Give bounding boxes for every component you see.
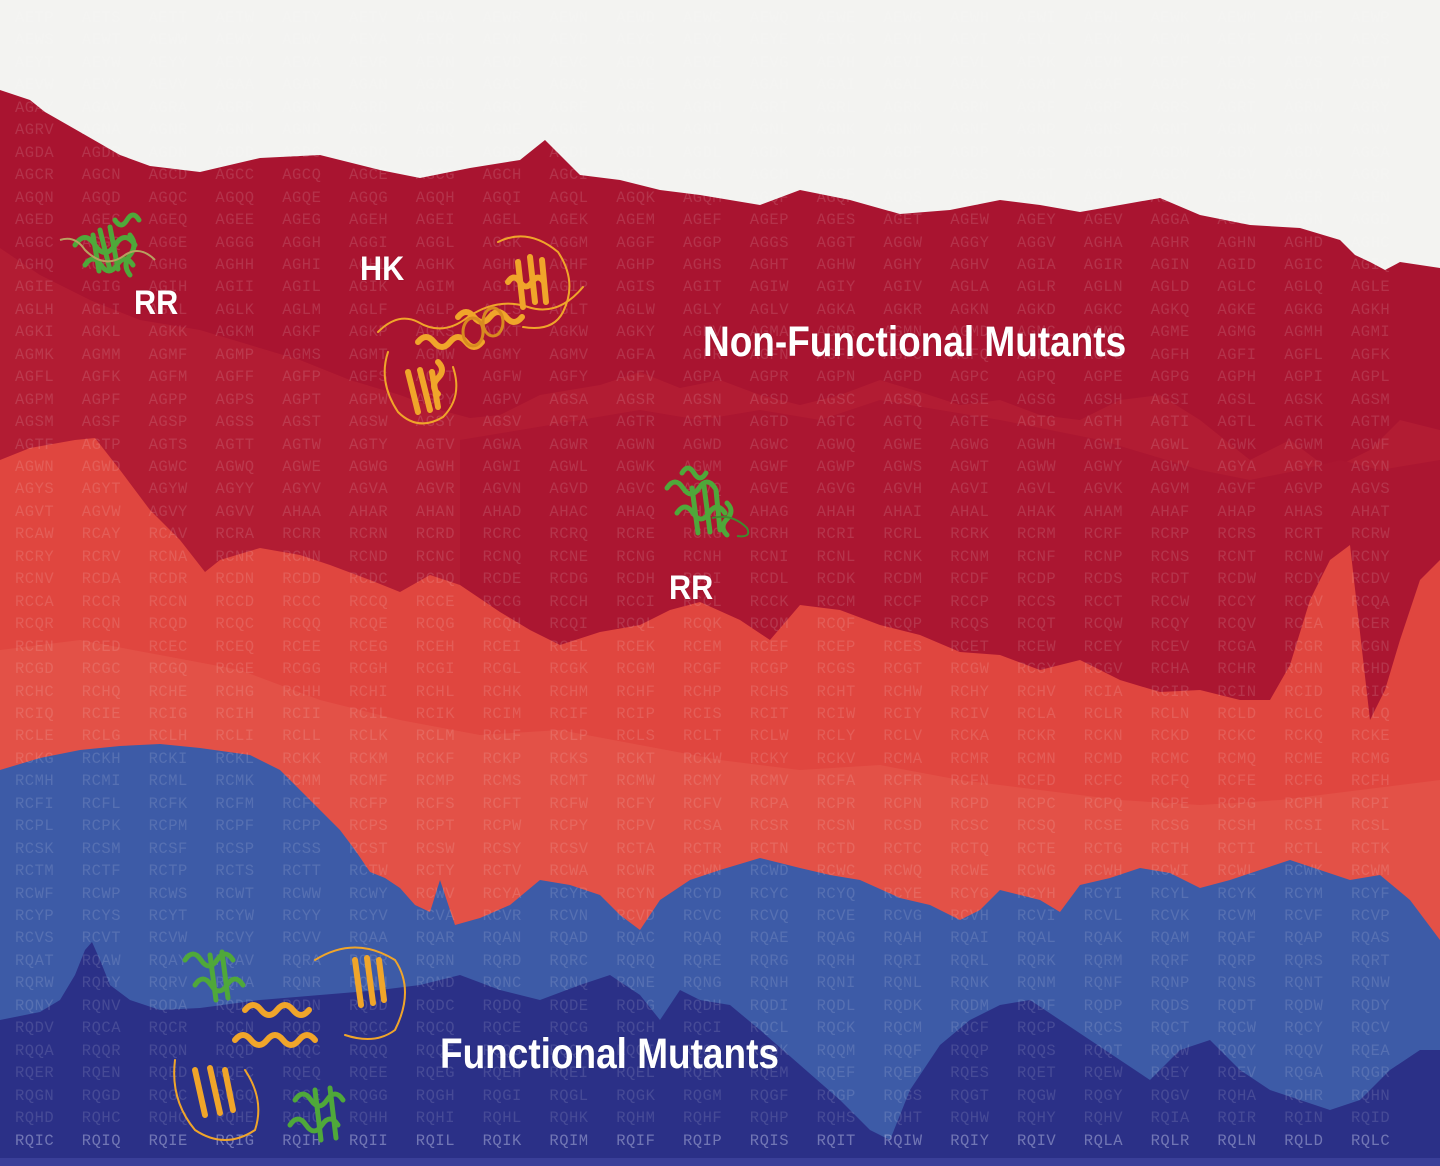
bottom-edge-strip: [0, 1158, 1440, 1166]
histidine-kinase-protein-icon: [377, 235, 584, 425]
response-regulator-protein-icon: [664, 465, 750, 538]
rr-label-middle: RR: [669, 569, 714, 607]
rr-label-top-left: RR: [134, 284, 179, 322]
hk-label: HK: [360, 250, 405, 288]
functional-mutants-label: Functional Mutants: [440, 1030, 779, 1078]
response-regulator-protein-icon: [59, 212, 156, 278]
hk-rr-complex-icon: [173, 946, 406, 1143]
non-functional-mutants-label: Non-Functional Mutants: [703, 318, 1127, 366]
